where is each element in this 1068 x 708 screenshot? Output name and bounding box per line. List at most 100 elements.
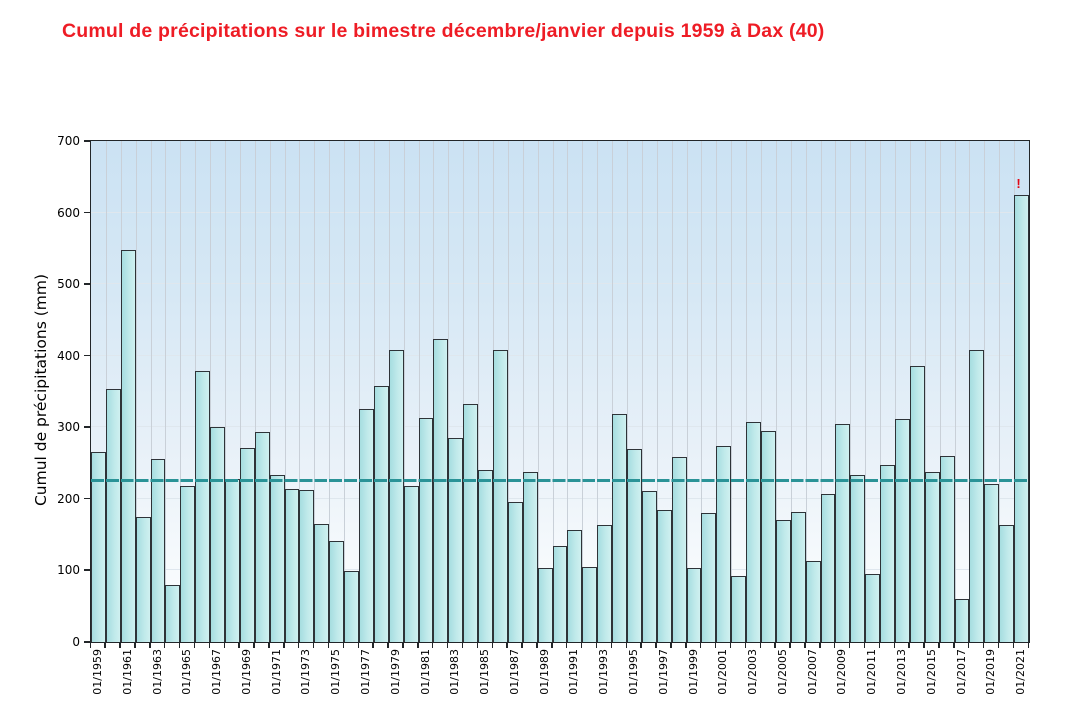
x-tick-label-1965: 01/1965 <box>180 649 194 695</box>
x-tick-label-1963: 01/1963 <box>150 649 164 695</box>
vgridline <box>612 141 614 642</box>
y-tick-label-100: 100 <box>57 563 80 578</box>
x-tick <box>729 643 732 648</box>
bar-1984 <box>463 404 479 642</box>
bar-1982 <box>433 339 449 642</box>
x-tick-label-1989: 01/1989 <box>537 649 551 695</box>
bar-2013 <box>895 418 910 642</box>
x-tick-label-1999: 01/1999 <box>686 649 700 695</box>
bar-1962 <box>135 516 151 642</box>
x-tick-label-2009: 01/2009 <box>835 649 849 695</box>
bar-2015 <box>924 471 940 642</box>
bar-2019 <box>984 483 1000 642</box>
y-tick-0 <box>84 641 90 643</box>
x-tick <box>595 643 598 648</box>
vgridline <box>999 141 1001 642</box>
bar-1996 <box>641 490 657 642</box>
bar-1961 <box>120 249 136 642</box>
y-tick-300 <box>84 426 90 428</box>
bar-2012 <box>880 464 895 642</box>
hgridline-600 <box>91 211 1029 213</box>
y-tick-600 <box>84 211 90 214</box>
bar-2004 <box>761 430 776 642</box>
x-tick-label-2019: 01/2019 <box>984 649 998 695</box>
bar-1988 <box>522 472 538 642</box>
x-tick-label-2001: 01/2001 <box>716 649 730 695</box>
bar-2018 <box>969 350 985 642</box>
bar-2010 <box>850 475 866 642</box>
vgridline <box>850 141 852 642</box>
bar-1978 <box>373 385 389 642</box>
bar-1987 <box>507 502 523 642</box>
x-tick <box>655 643 657 648</box>
x-tick <box>193 643 196 648</box>
bar-1991 <box>567 530 583 642</box>
bar-1969 <box>239 448 255 642</box>
x-tick <box>967 643 970 648</box>
bar-1973 <box>299 490 315 642</box>
vgridline <box>448 141 450 642</box>
y-tick-label-0: 0 <box>72 635 80 649</box>
x-tick <box>848 643 851 648</box>
x-tick <box>253 643 255 648</box>
vgridline <box>254 141 256 642</box>
x-tick-label-1985: 01/1985 <box>478 649 492 695</box>
bar-1968 <box>225 478 240 642</box>
x-tick <box>819 643 821 648</box>
x-tick <box>208 643 211 648</box>
vgridline <box>835 141 837 642</box>
bar-1981 <box>418 417 434 642</box>
x-tick <box>878 643 881 648</box>
bar-1970 <box>254 432 270 642</box>
x-tick <box>104 643 106 648</box>
bar-2005 <box>775 520 791 642</box>
x-tick-label-2017: 01/2017 <box>954 649 968 695</box>
vgridline <box>880 141 882 642</box>
x-tick-label-1973: 01/1973 <box>299 649 313 695</box>
x-tick <box>551 643 553 648</box>
bar-2016 <box>939 455 955 642</box>
bar-1967 <box>210 427 225 642</box>
x-tick-label-1993: 01/1993 <box>597 649 611 695</box>
vgridline <box>775 141 777 642</box>
x-tick-label-2021: 01/2021 <box>1014 649 1028 695</box>
x-tick <box>119 643 121 648</box>
x-tick <box>789 643 791 648</box>
x-tick-label-2005: 01/2005 <box>775 649 789 695</box>
x-tick <box>387 643 389 648</box>
bar-1986 <box>493 350 508 642</box>
y-tick-label-300: 300 <box>57 420 80 435</box>
x-tick <box>506 643 508 648</box>
bar-1977 <box>359 409 374 642</box>
x-tick <box>134 643 136 648</box>
x-tick <box>863 643 866 648</box>
vgridline <box>671 141 673 642</box>
x-tick <box>774 643 776 648</box>
mean-line <box>91 479 1029 482</box>
vgridline <box>150 141 152 642</box>
bar-2003 <box>746 422 761 642</box>
bar-1974 <box>314 523 330 642</box>
vgridline <box>716 141 718 642</box>
x-tick <box>268 643 270 648</box>
bar-1994 <box>612 414 627 642</box>
vgridline <box>820 141 822 642</box>
x-tick-label-2003: 01/2003 <box>746 649 760 695</box>
x-tick <box>759 643 761 648</box>
bar-2007 <box>805 561 821 642</box>
vgridline <box>984 141 986 642</box>
bar-2014 <box>909 366 925 642</box>
chart-title: Cumul de précipitations sur le bimestre … <box>62 20 825 42</box>
bar-2011 <box>865 574 881 642</box>
x-tick <box>283 643 285 648</box>
x-tick-label-2015: 01/2015 <box>924 649 938 695</box>
x-tick <box>744 643 747 648</box>
x-tick <box>223 643 225 648</box>
x-tick <box>714 643 717 648</box>
vgridline <box>522 141 524 642</box>
bar-1964 <box>165 584 181 642</box>
x-tick <box>402 643 404 648</box>
vgridline <box>924 141 926 642</box>
bar-1993 <box>597 525 613 642</box>
x-tick-label-1997: 01/1997 <box>656 649 670 695</box>
